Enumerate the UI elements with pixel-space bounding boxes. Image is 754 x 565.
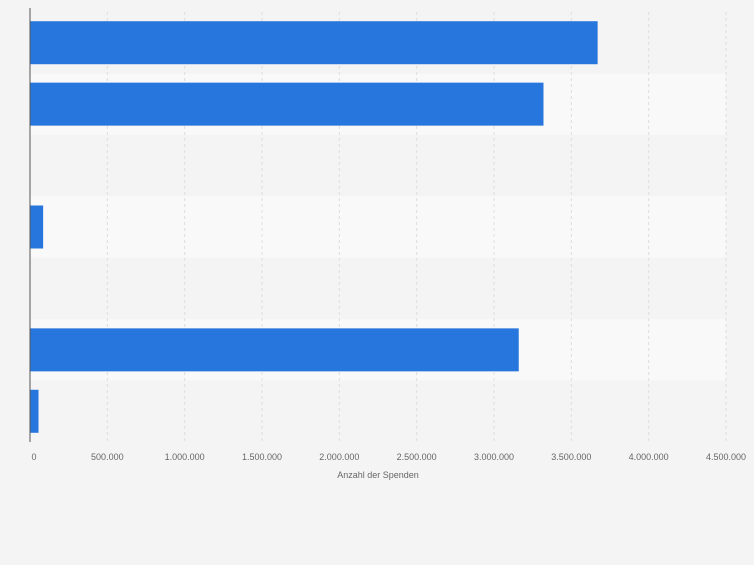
x-tick-label-0: 0: [31, 452, 36, 462]
bars: [30, 21, 598, 433]
x-tick-label-5: 2.500.000: [397, 452, 437, 462]
x-tick-label-7: 3.500.000: [551, 452, 591, 462]
x-tick-label-4: 2.000.000: [319, 452, 359, 462]
row-band-2: [30, 134, 726, 197]
x-tick-label-9: 4.500.000: [706, 452, 746, 462]
bar-5: [30, 328, 519, 372]
row-band-4: [30, 257, 726, 320]
x-tick-label-1: 500.000: [91, 452, 124, 462]
x-axis-title: Anzahl der Spenden: [337, 470, 419, 480]
x-tick-label-8: 4.000.000: [629, 452, 669, 462]
bar-6: [30, 389, 39, 433]
bar-1: [30, 82, 544, 126]
row-band-3: [30, 196, 726, 258]
x-axis-tick-labels: 0 500.000 1.000.000 1.500.000 2.000.000 2.500…: [31, 452, 746, 462]
row-bands: [30, 12, 726, 442]
row-band-6: [30, 380, 726, 442]
bar-0: [30, 21, 598, 65]
x-tick-label-3: 1.500.000: [242, 452, 282, 462]
x-tick-label-2: 1.000.000: [165, 452, 205, 462]
bar-3: [30, 205, 44, 249]
x-tick-label-6: 3.000.000: [474, 452, 514, 462]
